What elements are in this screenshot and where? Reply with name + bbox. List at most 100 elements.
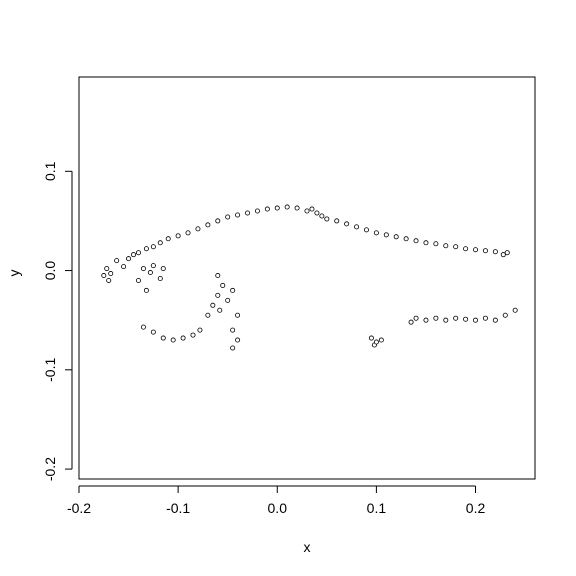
data-point: [135, 250, 141, 256]
data-point: [383, 232, 389, 238]
y-tick-label: 0.0: [42, 261, 58, 281]
x-axis: -0.2 -0.1 0.0 0.1 0.2: [67, 485, 486, 516]
x-tick-label: 0.2: [466, 500, 486, 516]
data-point: [368, 335, 374, 341]
data-point: [170, 337, 176, 343]
data-point: [473, 317, 479, 323]
data-point: [423, 240, 429, 246]
data-point: [205, 222, 211, 228]
data-point: [453, 315, 459, 321]
data-point: [185, 230, 191, 236]
data-point: [235, 312, 241, 318]
data-point: [334, 218, 340, 224]
data-point: [354, 224, 360, 230]
data-point: [324, 216, 330, 222]
data-point: [215, 218, 221, 224]
data-point: [235, 337, 241, 343]
data-point: [160, 266, 166, 272]
data-point: [309, 206, 315, 212]
data-point: [190, 332, 196, 338]
data-point: [363, 227, 369, 233]
y-axis: -0.2 -0.1 0.0 0.1: [42, 161, 73, 481]
data-point: [453, 244, 459, 250]
data-point: [157, 240, 163, 246]
data-point: [140, 324, 146, 330]
data-point: [225, 214, 231, 220]
x-tick-label: -0.2: [67, 500, 91, 516]
y-tick-label: -0.1: [42, 358, 58, 382]
data-point: [210, 302, 216, 308]
data-point: [492, 317, 498, 323]
data-point: [225, 297, 231, 303]
data-point: [482, 315, 488, 321]
data-point: [121, 264, 127, 270]
data-point: [393, 234, 399, 240]
y-tick-label: 0.1: [42, 161, 58, 181]
x-tick-label: 0.0: [268, 500, 288, 516]
data-point: [314, 210, 320, 216]
data-point: [131, 252, 137, 258]
data-point: [423, 317, 429, 323]
data-point: [197, 327, 203, 333]
data-point: [150, 329, 156, 335]
data-point: [215, 273, 221, 279]
data-point: [143, 246, 149, 252]
data-point: [413, 238, 419, 244]
data-point: [150, 244, 156, 250]
data-point: [373, 230, 379, 236]
data-point: [264, 206, 270, 212]
data-point: [230, 345, 236, 351]
data-point: [215, 292, 221, 298]
data-point: [175, 233, 181, 239]
x-tick-label: -0.1: [166, 500, 190, 516]
data-point: [114, 258, 120, 264]
data-point: [492, 249, 498, 255]
data-point: [403, 236, 409, 242]
data-point: [147, 270, 153, 276]
data-point: [254, 208, 260, 214]
data-point: [143, 287, 149, 293]
data-point: [217, 307, 223, 313]
data-point: [433, 315, 439, 321]
data-points: [101, 204, 518, 351]
x-axis-title: x: [304, 539, 311, 555]
data-point: [230, 287, 236, 293]
data-point: [108, 271, 114, 277]
data-point: [135, 277, 141, 283]
data-point: [106, 277, 112, 283]
data-point: [274, 205, 280, 211]
data-point: [126, 256, 132, 262]
data-point: [500, 252, 506, 258]
data-point: [433, 241, 439, 247]
data-point: [294, 205, 300, 211]
data-point: [482, 248, 488, 254]
data-point: [473, 247, 479, 253]
data-point: [230, 327, 236, 333]
data-point: [157, 275, 163, 281]
plot-frame: [78, 76, 536, 480]
data-point: [344, 221, 350, 227]
data-point: [205, 312, 211, 318]
data-point: [104, 266, 110, 272]
data-point: [373, 339, 379, 345]
data-point: [413, 315, 419, 321]
data-point: [160, 335, 166, 341]
data-point: [235, 212, 241, 218]
data-point: [443, 317, 449, 323]
data-point: [463, 246, 469, 252]
data-point: [443, 243, 449, 249]
data-point: [180, 335, 186, 341]
data-point: [220, 282, 226, 288]
data-point: [195, 226, 201, 232]
data-point: [284, 204, 290, 210]
data-point: [140, 266, 146, 272]
data-point: [304, 208, 310, 214]
data-point: [378, 337, 384, 343]
data-point: [245, 210, 251, 216]
data-point: [504, 250, 510, 256]
y-tick-label: -0.2: [42, 457, 58, 481]
data-point: [319, 213, 325, 219]
data-point: [165, 236, 171, 242]
